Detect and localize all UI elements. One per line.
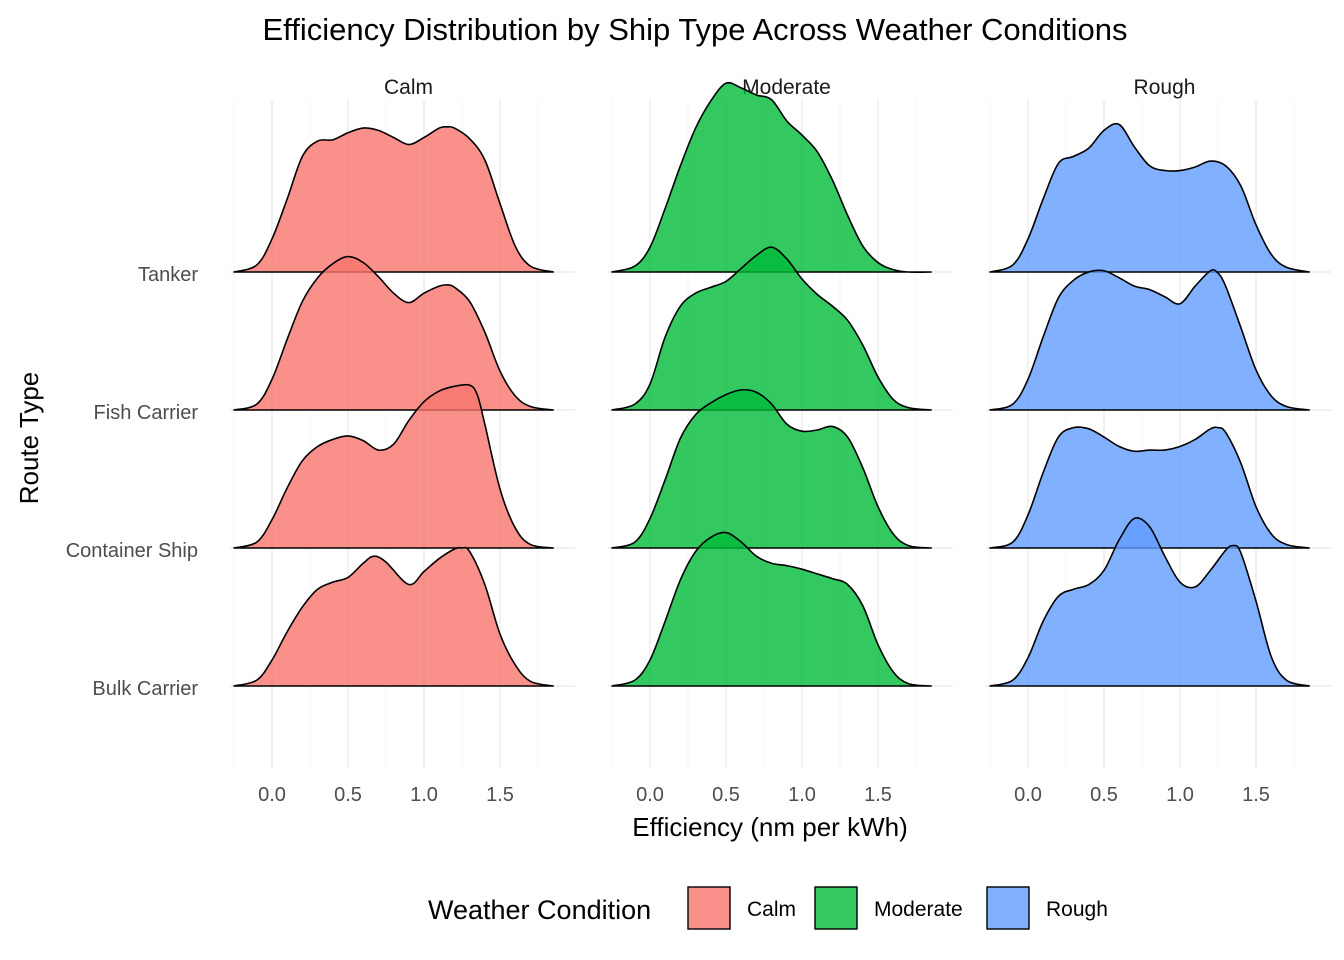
- x-tick-label: 0.0: [636, 784, 664, 806]
- ridge-calm-bulk-carrier: [233, 546, 554, 687]
- legend-label-rough: Rough: [1046, 898, 1108, 921]
- y-tick-label: Tanker: [138, 264, 198, 286]
- y-tick-label: Container Ship: [66, 540, 198, 562]
- panel-rough: Rough 0.0 0.5 1.0 1.5: [986, 76, 1331, 806]
- x-tick-label: 1.0: [410, 784, 438, 806]
- x-tick-label: 0.5: [334, 784, 362, 806]
- chart-title: Efficiency Distribution by Ship Type Acr…: [263, 12, 1128, 47]
- y-axis: Bulk Carrier Container Ship Fish Carrier Ta…: [66, 264, 199, 700]
- ridge-calm-tanker: [233, 125, 554, 273]
- panel-moderate: Moderate 0.0 0.5 1.0 1.5: [608, 76, 953, 806]
- ridge-moderate-tanker: [611, 81, 932, 273]
- x-tick-label: 1.5: [864, 784, 892, 806]
- ridge-calm-container-ship: [233, 383, 554, 549]
- ridge-moderate-fish-carrier: [611, 246, 932, 411]
- legend-title: Weather Condition: [428, 895, 651, 925]
- strip-label-rough: Rough: [1134, 76, 1196, 99]
- ridge-rough-tanker: [989, 122, 1310, 273]
- strip-label-calm: Calm: [384, 76, 433, 99]
- legend: Weather Condition Calm Moderate Rough: [428, 886, 1108, 930]
- x-tick-label: 1.5: [486, 784, 514, 806]
- y-tick-label: Bulk Carrier: [92, 678, 198, 700]
- panel-calm: Calm 0.0 0.5 1.0 1.5: [230, 76, 575, 806]
- y-axis-title: Route Type: [14, 372, 44, 505]
- ridge-rough-bulk-carrier: [989, 517, 1310, 687]
- y-tick-label: Fish Carrier: [94, 402, 199, 424]
- x-tick-label: 0.5: [712, 784, 740, 806]
- x-tick-label: 0.0: [1014, 784, 1042, 806]
- x-tick-label: 1.0: [788, 784, 816, 806]
- x-axis-title: Efficiency (nm per kWh): [632, 812, 907, 842]
- ridge-rough-fish-carrier: [989, 269, 1310, 411]
- legend-label-calm: Calm: [747, 898, 796, 921]
- ridge-moderate-container-ship: [611, 388, 932, 549]
- legend-key-moderate: [814, 886, 858, 930]
- ridge-calm-fish-carrier: [233, 255, 554, 411]
- legend-key-calm: [687, 886, 731, 930]
- x-tick-label: 0.0: [258, 784, 286, 806]
- ridge-rough-container-ship: [989, 426, 1310, 549]
- x-tick-label: 1.5: [1242, 784, 1270, 806]
- x-tick-label: 0.5: [1090, 784, 1118, 806]
- legend-label-moderate: Moderate: [874, 898, 963, 921]
- strip-label-moderate: Moderate: [742, 76, 831, 99]
- legend-key-rough: [986, 886, 1030, 930]
- x-tick-label: 1.0: [1166, 784, 1194, 806]
- ridge-moderate-bulk-carrier: [611, 531, 932, 687]
